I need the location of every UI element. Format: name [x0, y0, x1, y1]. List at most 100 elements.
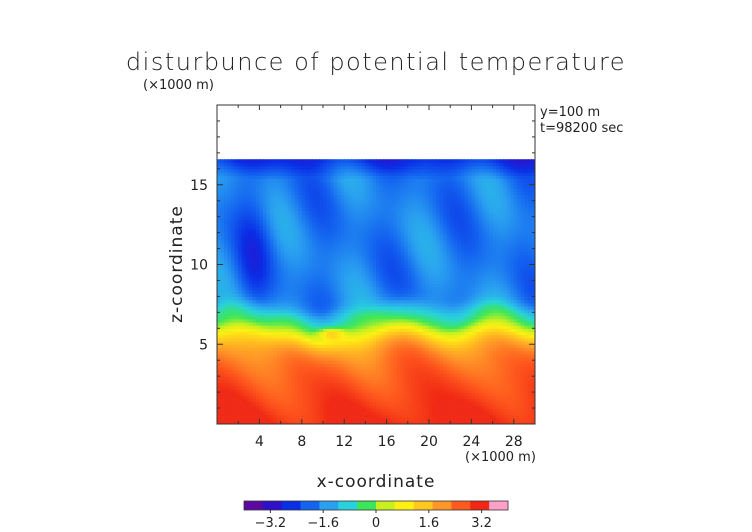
heatmap-cell	[333, 395, 338, 400]
heatmap-cell	[404, 366, 409, 371]
heatmap-cell	[411, 318, 416, 323]
heatmap-cell	[270, 388, 275, 393]
heatmap-cell	[284, 216, 289, 221]
heatmap-cell	[368, 286, 374, 291]
heatmap-cell	[400, 165, 405, 170]
heatmap-cell	[379, 414, 384, 419]
heatmap-cell	[270, 207, 275, 211]
heatmap-cell	[238, 372, 243, 377]
heatmap-cell	[273, 366, 278, 371]
heatmap-cell	[241, 363, 246, 368]
heatmap-cell	[330, 203, 335, 208]
heatmap-cell	[337, 216, 342, 221]
heatmap-cell	[259, 191, 264, 195]
heatmap-cell	[347, 213, 352, 218]
heatmap-cell	[220, 372, 225, 377]
heatmap-cell	[315, 277, 321, 282]
heatmap-cell	[252, 274, 257, 278]
heatmap-cell	[241, 242, 246, 246]
heatmap-cell	[273, 162, 278, 167]
heatmap-cell	[393, 264, 398, 269]
heatmap-cell	[383, 162, 388, 167]
heatmap-cell	[277, 274, 282, 278]
heatmap-cell	[245, 203, 250, 208]
heatmap-cell	[358, 168, 363, 173]
heatmap-cell	[354, 395, 359, 400]
heatmap-cell	[262, 223, 268, 227]
heatmap-cell	[326, 328, 331, 333]
heatmap-cell	[280, 194, 285, 199]
heatmap-cell	[365, 357, 370, 361]
heatmap-cell	[231, 165, 236, 170]
heatmap-cell	[220, 337, 225, 342]
heatmap-cell	[277, 302, 282, 307]
heatmap-cell	[220, 191, 225, 195]
heatmap-cell	[351, 181, 356, 186]
heatmap-cell	[284, 369, 289, 374]
heatmap-cell	[217, 414, 222, 419]
heatmap-cell	[277, 385, 282, 390]
heatmap-cell	[333, 344, 338, 349]
heatmap-cell	[238, 321, 243, 326]
heatmap-cell	[333, 411, 338, 416]
heatmap-cell	[372, 258, 377, 262]
heatmap-cell	[315, 159, 321, 164]
heatmap-cell	[308, 264, 313, 269]
heatmap-cell	[351, 347, 356, 352]
heatmap-cell	[234, 187, 239, 192]
heatmap-cell	[397, 254, 402, 259]
heatmap-cell	[340, 277, 345, 282]
heatmap-cell	[248, 213, 253, 218]
heatmap-cell	[277, 296, 282, 301]
heatmap-cell	[266, 267, 271, 272]
heatmap-cell	[220, 296, 225, 301]
heatmap-cell	[347, 242, 352, 246]
heatmap-cell	[354, 197, 359, 202]
heatmap-cell	[344, 318, 349, 323]
heatmap-cell	[386, 328, 391, 333]
heatmap-cell	[365, 245, 370, 250]
heatmap-cell	[400, 299, 405, 304]
heatmap-cell	[245, 420, 250, 424]
heatmap-cell	[312, 382, 317, 387]
heatmap-cell	[354, 207, 359, 211]
heatmap-cell	[418, 267, 423, 272]
heatmap-cell	[284, 315, 289, 320]
heatmap-cell	[372, 385, 377, 390]
heatmap-cell	[291, 309, 296, 313]
heatmap-cell	[255, 207, 260, 211]
heatmap-cell	[411, 286, 416, 291]
heatmap-cell	[351, 213, 356, 218]
heatmap-cell	[368, 328, 374, 333]
heatmap-cell	[340, 213, 345, 218]
heatmap-cell	[397, 318, 402, 323]
heatmap-cell	[383, 213, 388, 218]
heatmap-cell	[365, 232, 370, 237]
heatmap-cell	[344, 392, 349, 396]
heatmap-cell	[337, 232, 342, 237]
heatmap-cell	[266, 245, 271, 250]
heatmap-cell	[301, 296, 306, 301]
heatmap-cell	[340, 309, 345, 313]
heatmap-cell	[425, 245, 430, 250]
heatmap-cell	[390, 420, 395, 424]
heatmap-cell	[421, 200, 427, 205]
heatmap-cell	[255, 315, 260, 320]
heatmap-cell	[344, 191, 349, 195]
heatmap-cell	[259, 187, 264, 192]
heatmap-cell	[231, 283, 236, 288]
heatmap-cell	[347, 305, 352, 310]
heatmap-cell	[323, 165, 328, 170]
heatmap-cell	[361, 315, 366, 320]
heatmap-cell	[351, 290, 356, 294]
heatmap-cell	[414, 245, 419, 250]
heatmap-cell	[407, 159, 412, 164]
heatmap-cell	[354, 283, 359, 288]
heatmap-cell	[220, 165, 225, 170]
heatmap-cell	[390, 334, 395, 339]
heatmap-cell	[227, 296, 232, 301]
heatmap-cell	[308, 254, 313, 259]
heatmap-cell	[319, 254, 324, 259]
heatmap-cell	[376, 274, 381, 278]
heatmap-cell	[291, 302, 296, 307]
